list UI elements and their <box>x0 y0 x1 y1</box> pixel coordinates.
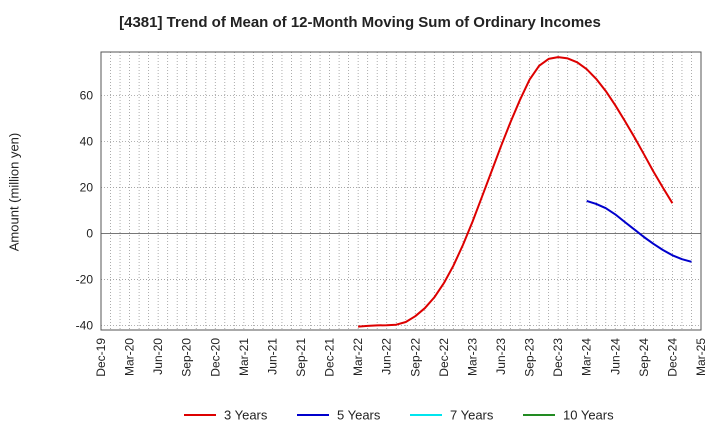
x-tick-label: Mar-20 <box>123 338 137 376</box>
y-tick-label: 20 <box>80 181 94 195</box>
y-tick-label: -40 <box>76 318 94 332</box>
legend-label-7-years: 7 Years <box>450 408 494 423</box>
x-tick-label: Sep-22 <box>408 338 422 377</box>
x-tick-label: Sep-23 <box>523 338 537 377</box>
x-tick-label: Jun-21 <box>265 338 279 375</box>
x-tick-label: Mar-23 <box>465 338 479 376</box>
x-tick-label: Sep-20 <box>180 338 194 377</box>
grid <box>101 52 701 330</box>
x-tick-label: Sep-24 <box>637 338 651 377</box>
y-tick-label: 0 <box>86 227 93 241</box>
x-tick-label: Jun-22 <box>380 338 394 375</box>
x-tick-label: Mar-24 <box>580 338 594 376</box>
y-tick-label: 40 <box>80 135 94 149</box>
axes: -40 -20 0 20 40 60 Dec-19 Mar-20 Jun-20 Sep-20 Dec… <box>76 51 708 377</box>
x-tick-label: Dec-19 <box>94 338 108 377</box>
x-tick-label: Dec-21 <box>323 338 337 377</box>
x-tick-label: Dec-20 <box>208 338 222 377</box>
x-tick-label: Sep-21 <box>294 338 308 377</box>
y-tick-label: -20 <box>76 272 94 286</box>
x-tick-label: Jun-24 <box>608 338 622 375</box>
x-tick-label: Dec-22 <box>437 338 451 377</box>
series-line-3-years <box>358 56 674 328</box>
x-tick-label: Mar-25 <box>694 338 708 376</box>
series-line-5-years <box>586 199 692 263</box>
x-tick-label: Dec-24 <box>665 338 679 377</box>
x-tick-label: Dec-23 <box>551 338 565 377</box>
y-tick-label: 60 <box>80 89 94 103</box>
x-tick-label: Mar-21 <box>237 338 251 376</box>
legend: 3 Years 5 Years 7 Years 10 Years <box>184 408 614 423</box>
legend-label-10-years: 10 Years <box>563 408 614 423</box>
x-tick-label: Jun-23 <box>494 338 508 375</box>
x-tick-label: Jun-20 <box>151 338 165 375</box>
legend-label-5-years: 5 Years <box>337 408 381 423</box>
x-tick-label: Mar-22 <box>351 338 365 376</box>
series-lines <box>358 56 692 328</box>
legend-label-3-years: 3 Years <box>224 408 268 423</box>
chart-title: [4381] Trend of Mean of 12-Month Moving … <box>119 14 601 31</box>
plot-frame <box>100 51 702 331</box>
